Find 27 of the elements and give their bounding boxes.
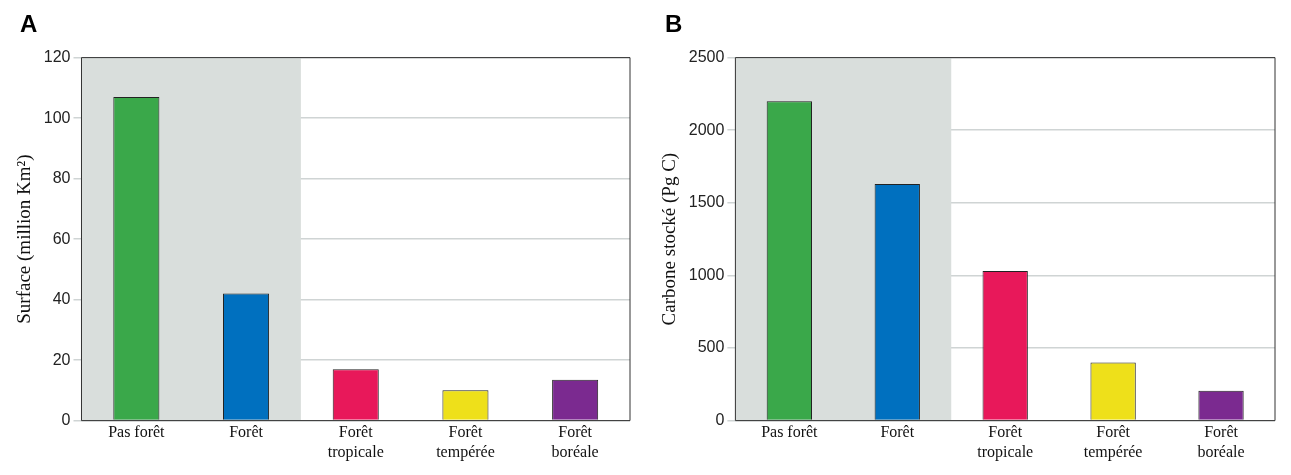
y-tick-label: 1000	[688, 265, 725, 283]
y-tick-label: 0	[61, 411, 71, 429]
x-tick-label: Forêt boréale	[551, 423, 599, 460]
x-tick-label: Forêt	[880, 423, 915, 441]
y-axis-title: Carbone stocké (Pg C)	[658, 152, 681, 326]
y-tick-label: 20	[52, 350, 71, 368]
chart-title: B	[665, 10, 683, 38]
y-tick-label: 2500	[688, 48, 725, 66]
y-axis-title: Surface (million Km²)	[13, 154, 36, 324]
x-tick-label: Forêt	[229, 423, 264, 441]
y-tick-label: 1500	[688, 193, 725, 211]
y-tick-label: 40	[52, 290, 71, 308]
chart-title: A	[20, 10, 38, 38]
x-tick-label: Pas forêt	[761, 423, 819, 441]
y-tick-label: 80	[52, 169, 71, 187]
x-tick-label: Pas forêt	[108, 423, 166, 441]
x-tick-label: Forêt tropicale	[977, 423, 1034, 461]
x-tick-label: Forêt boréale	[1197, 423, 1245, 460]
x-tick-label: Forêt tropicale	[327, 423, 384, 461]
y-tick-label: 2000	[688, 120, 725, 138]
y-tick-label: 120	[43, 48, 71, 66]
y-tick-label: 0	[715, 411, 725, 429]
y-tick-label: 100	[43, 108, 71, 126]
y-tick-label: 500	[697, 338, 725, 356]
x-tick-label: Forêt tempérée	[1083, 423, 1143, 461]
y-tick-label: 60	[52, 229, 71, 247]
x-tick-label: Forêt tempérée	[436, 423, 495, 461]
